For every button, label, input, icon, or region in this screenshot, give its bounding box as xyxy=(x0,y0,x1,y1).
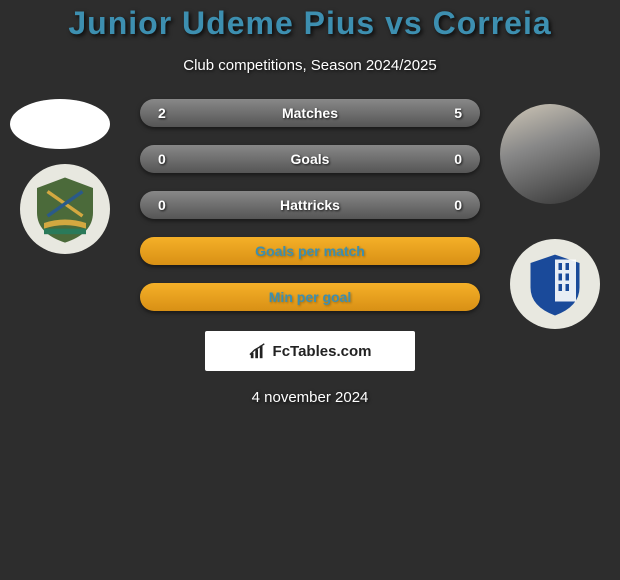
club-right-crest xyxy=(510,239,600,329)
stat-label: Min per goal xyxy=(269,289,351,305)
player-right-avatar xyxy=(500,104,600,204)
bar-chart-icon xyxy=(249,342,267,360)
stat-left-value: 0 xyxy=(158,151,178,167)
page-title: Junior Udeme Pius vs Correia xyxy=(68,5,551,42)
footer-date: 4 november 2024 xyxy=(252,389,369,406)
shield-icon xyxy=(520,249,590,319)
stat-right-value: 0 xyxy=(442,151,462,167)
brand-text: FcTables.com xyxy=(273,343,372,360)
page-subtitle: Club competitions, Season 2024/2025 xyxy=(183,57,437,74)
stat-right-value: 0 xyxy=(442,197,462,213)
club-left-crest xyxy=(20,164,110,254)
stat-left-value: 0 xyxy=(158,197,178,213)
stat-bar-hattricks: 0 Hattricks 0 xyxy=(140,191,480,219)
stat-label: Matches xyxy=(282,105,338,121)
stat-bar-goals-per-match: Goals per match xyxy=(140,237,480,265)
stat-bar-min-per-goal: Min per goal xyxy=(140,283,480,311)
stats-area: 2 Matches 5 0 Goals 0 0 Hattricks 0 Goal… xyxy=(0,99,620,311)
stat-bar-goals: 0 Goals 0 xyxy=(140,145,480,173)
stat-label: Goals xyxy=(291,151,330,167)
stat-left-value: 2 xyxy=(158,105,178,121)
player-left-avatar xyxy=(10,99,110,149)
stat-label: Goals per match xyxy=(255,243,365,259)
shield-icon xyxy=(30,174,100,244)
brand-footer: FcTables.com xyxy=(205,331,415,371)
stat-bar-matches: 2 Matches 5 xyxy=(140,99,480,127)
stat-right-value: 5 xyxy=(442,105,462,121)
stat-label: Hattricks xyxy=(280,197,340,213)
